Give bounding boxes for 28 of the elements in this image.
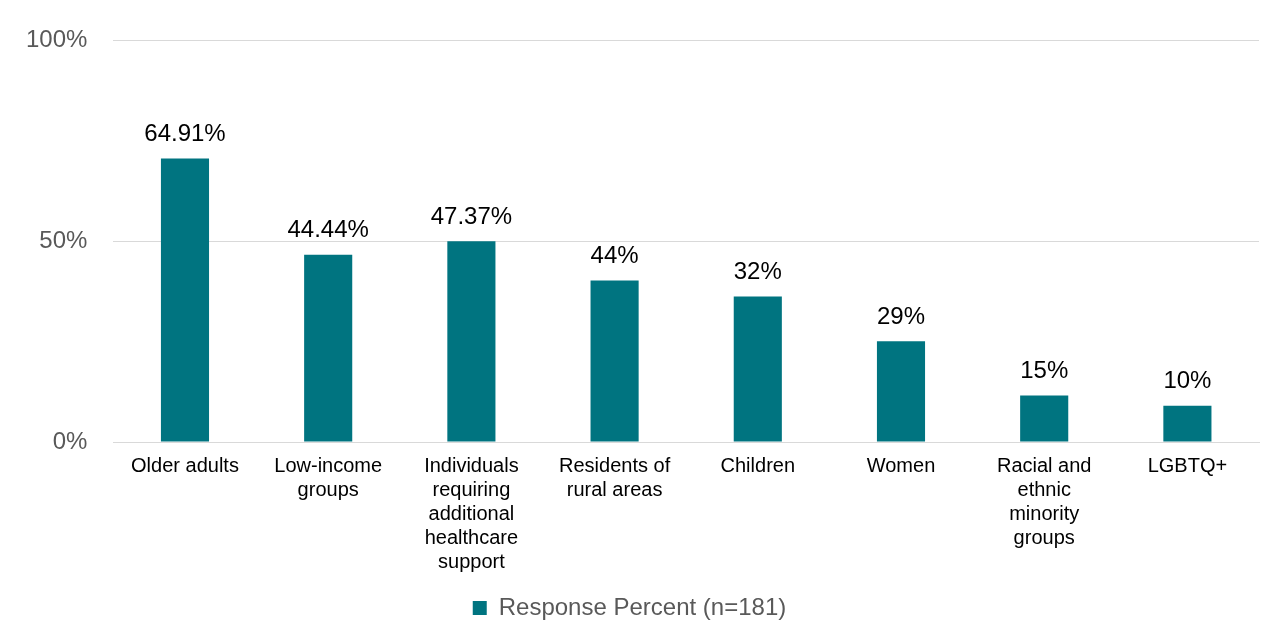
bar <box>1163 405 1212 442</box>
legend-label: Response Percent (n=181) <box>498 592 787 620</box>
y-tick-label: 100% <box>25 25 88 53</box>
x-tick-label: Children <box>720 453 796 476</box>
y-tick-label: 0% <box>52 426 88 454</box>
text: 47.37% <box>430 201 513 229</box>
text: 10% <box>1163 366 1212 394</box>
text: 64.91% <box>144 119 226 147</box>
x-tick-label: Older adults <box>131 453 239 476</box>
x-tick-label: Women <box>866 453 936 476</box>
bar <box>304 254 353 442</box>
bar <box>590 280 639 442</box>
bar <box>733 296 782 442</box>
x-tick-label: Low-income groups <box>274 453 383 500</box>
bar <box>876 341 926 442</box>
text: 44.44% <box>287 215 369 243</box>
x-tick-label: Residents of rural areas <box>559 453 671 500</box>
text: 29% <box>876 301 926 329</box>
text: 32% <box>733 257 782 285</box>
x-tick-label: Individuals requiring additional healthcare support <box>424 453 519 572</box>
y-tick-label: 50% <box>39 225 88 253</box>
text: 15% <box>1020 356 1069 384</box>
bar <box>447 241 496 442</box>
x-tick-label: LGBTQ+ <box>1147 453 1228 476</box>
text: 44% <box>590 241 639 269</box>
bar <box>160 158 210 442</box>
bar <box>1020 395 1069 442</box>
x-tick-label: Racial and ethnic minority groups <box>996 453 1092 548</box>
